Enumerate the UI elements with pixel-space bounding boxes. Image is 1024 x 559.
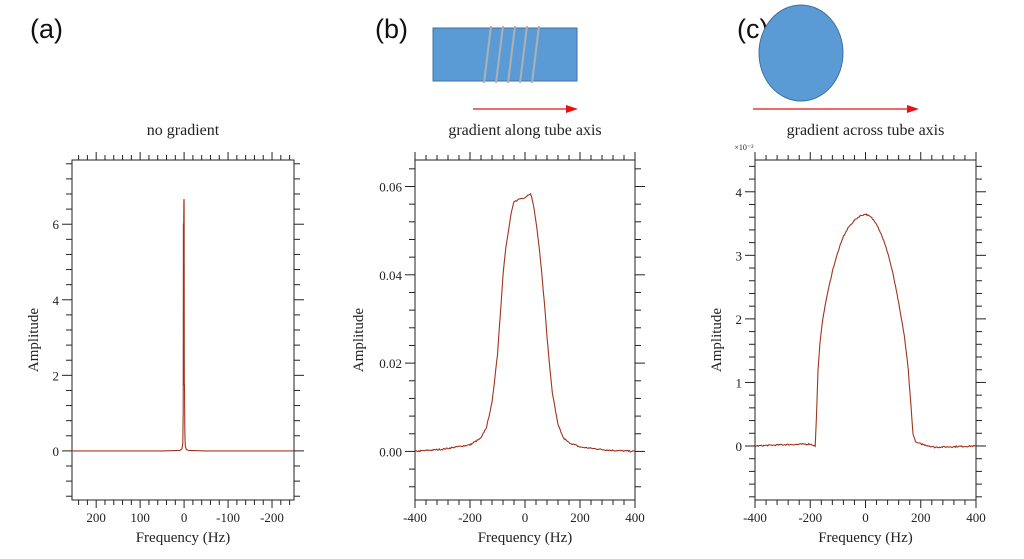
x-tick-label: 0 bbox=[181, 510, 188, 525]
y-axis-label: Amplitude bbox=[709, 308, 725, 373]
panel-label-b: (b) bbox=[375, 14, 408, 44]
y-tick-label: 2 bbox=[53, 368, 60, 383]
x-tick-label: -400 bbox=[403, 510, 427, 525]
x-tick-label: -200 bbox=[458, 510, 482, 525]
x-axis-label: Frequency (Hz) bbox=[136, 530, 231, 546]
chart-a: 200 100 0 -100 -200 0 2 4 6 no gradient Frequency … bbox=[26, 122, 304, 546]
x-axis-label: Frequency (Hz) bbox=[818, 530, 913, 546]
x-tick-label: -200 bbox=[260, 510, 284, 525]
y-tick-label: 4 bbox=[736, 185, 743, 200]
tube-side-view bbox=[432, 27, 578, 82]
y-tick-label: 0.06 bbox=[379, 179, 402, 194]
y-multiplier-label: ×10⁻² bbox=[734, 143, 754, 152]
panel-label-a: (a) bbox=[30, 14, 63, 44]
y-tick-label: 0.04 bbox=[379, 268, 402, 283]
tube-side-diagram bbox=[432, 25, 578, 113]
y-tick-label: 2 bbox=[736, 312, 743, 327]
x-tick-label: 0 bbox=[522, 510, 529, 525]
y-tick-label: 1 bbox=[736, 375, 743, 390]
y-axis-label: Amplitude bbox=[351, 308, 367, 373]
x-tick-label: -200 bbox=[798, 510, 822, 525]
tube-cross-section-diagram bbox=[753, 4, 919, 113]
gradient-arrow-c bbox=[753, 105, 919, 113]
tube-cross-section bbox=[758, 4, 844, 102]
x-tick-label: 400 bbox=[625, 510, 645, 525]
x-tick-label: -100 bbox=[216, 510, 240, 525]
plot-frame bbox=[754, 159, 977, 501]
chart-title: no gradient bbox=[147, 122, 220, 139]
chart-title: gradient across tube axis bbox=[787, 122, 945, 139]
spectrum-line bbox=[414, 192, 636, 453]
coil-turn bbox=[507, 25, 516, 84]
x-tick-label: 0 bbox=[862, 510, 869, 525]
chart-title: gradient along tube axis bbox=[448, 122, 601, 139]
x-tick-label: 400 bbox=[966, 510, 986, 525]
x-tick-label: 100 bbox=[130, 510, 150, 525]
y-tick-label: 0.02 bbox=[379, 356, 402, 371]
y-tick-label: 0.00 bbox=[379, 444, 402, 459]
y-tick-label: 0 bbox=[53, 444, 60, 459]
x-tick-label: 200 bbox=[911, 510, 931, 525]
x-tick-label: 200 bbox=[570, 510, 590, 525]
gradient-arrow-b bbox=[473, 105, 578, 113]
coil-icon bbox=[483, 25, 540, 84]
y-tick-label: 6 bbox=[53, 217, 60, 232]
y-tick-label: 4 bbox=[53, 293, 60, 308]
chart-b: -400 -200 0 200 400 0.00 0.02 0.04 0.06 gradient … bbox=[351, 122, 645, 546]
y-tick-label: 0 bbox=[736, 439, 743, 454]
spectrum-line bbox=[754, 213, 977, 449]
y-axis-label: Amplitude bbox=[26, 308, 42, 373]
coil-turn bbox=[495, 25, 504, 84]
x-tick-label: -400 bbox=[743, 510, 767, 525]
chart-c: -400 -200 0 200 400 0 1 2 3 4 gradient across tube… bbox=[709, 122, 986, 546]
x-tick-label: 200 bbox=[86, 510, 106, 525]
coil-turn bbox=[531, 25, 540, 84]
x-axis-label: Frequency (Hz) bbox=[478, 530, 573, 546]
coil-turn bbox=[483, 25, 492, 84]
y-tick-label: 3 bbox=[736, 248, 743, 263]
coil-turn bbox=[519, 25, 528, 84]
spectrum-line bbox=[72, 199, 294, 452]
